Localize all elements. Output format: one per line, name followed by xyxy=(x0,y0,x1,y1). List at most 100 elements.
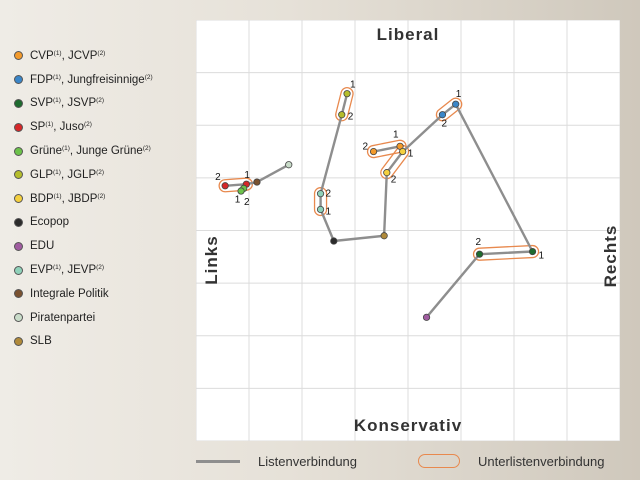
legend: CVP(1), JCVP(2) FDP(1), Jungfreisinnige(2… xyxy=(14,44,196,353)
point-label: 1 xyxy=(539,251,545,262)
point-label: 2 xyxy=(441,119,447,130)
list-connection-line xyxy=(225,163,290,187)
data-point xyxy=(369,147,378,156)
legend-label-sup: (1) xyxy=(53,168,61,176)
legend-label-sup: (2) xyxy=(96,168,105,176)
point-label: 1 xyxy=(408,149,414,160)
point-label: 2 xyxy=(391,175,397,186)
data-point xyxy=(285,161,293,169)
point-label: 1 xyxy=(350,80,356,91)
data-point xyxy=(452,100,460,108)
footer-legend: Listenverbindung Unterlistenverbindung xyxy=(196,448,636,474)
legend-item: EVP(1), JEVP(2) xyxy=(14,258,196,282)
data-point xyxy=(528,247,537,256)
sublist-pill xyxy=(472,244,540,261)
point-label: 1 xyxy=(244,170,250,181)
data-point xyxy=(330,237,338,245)
point-label: 2 xyxy=(215,172,221,183)
axis-label-bottom: Konservativ xyxy=(353,416,463,435)
legend-dot xyxy=(14,336,23,346)
legend-label-text: SP xyxy=(30,121,46,134)
legend-item: GLP(1), JGLP(2) xyxy=(14,163,196,187)
legend-dot xyxy=(14,313,23,323)
legend-item: BDP(1), JBDP(2) xyxy=(14,187,196,211)
sublist-connection-swatch xyxy=(418,454,460,468)
legend-label-text: CVP xyxy=(30,49,54,62)
legend-label: GLP(1), JGLP(2) xyxy=(30,169,104,181)
axis-label-left: Links xyxy=(202,235,221,285)
legend-label: Piratenpartei xyxy=(30,312,95,324)
legend-label-text: FDP xyxy=(30,73,53,86)
legend-dot xyxy=(14,289,23,299)
legend-label-text: Grüne xyxy=(30,145,62,158)
sublist-pill xyxy=(366,139,407,159)
legend-label-sup: (2) xyxy=(96,97,105,105)
legend-label: SP(1), Juso(2) xyxy=(30,121,92,133)
footer-item-line: Listenverbindung xyxy=(196,448,357,474)
legend-label-text: EVP xyxy=(30,264,54,277)
legend-item: SLB xyxy=(14,330,196,354)
legend-label-text: , JCVP xyxy=(61,49,98,62)
legend-label-text: BDP xyxy=(30,192,54,205)
legend-label-text: , Junge Grüne xyxy=(69,145,143,158)
legend-label-text: SLB xyxy=(30,335,52,348)
legend-label-sup: (1) xyxy=(53,264,61,272)
legend-label-text: Integrale Politik xyxy=(30,287,109,300)
data-point xyxy=(475,250,484,258)
legend-label-sup: (1) xyxy=(61,145,70,153)
legend-item: SVP(1), JSVP(2) xyxy=(14,92,196,116)
data-point xyxy=(383,169,391,177)
data-point xyxy=(338,111,346,119)
legend-dot xyxy=(14,170,23,180)
legend-label-sup: (1) xyxy=(45,121,54,129)
legend-label-sup: (1) xyxy=(53,73,61,81)
point-label: 2 xyxy=(244,197,250,208)
legend-dot xyxy=(14,51,23,61)
legend-label-sup: (2) xyxy=(142,145,151,153)
legend-label-sup: (2) xyxy=(144,73,153,81)
legend-label: Integrale Politik xyxy=(30,288,109,300)
legend-dot xyxy=(14,265,23,275)
point-label: 1 xyxy=(393,129,399,140)
legend-dot xyxy=(14,241,23,251)
legend-item: Piratenpartei xyxy=(14,306,196,330)
legend-label-sup: (2) xyxy=(96,264,105,272)
legend-label: Ecopop xyxy=(30,216,69,228)
legend-label: FDP(1), Jungfreisinnige(2) xyxy=(30,74,153,86)
point-label: 1 xyxy=(456,89,462,100)
legend-label: EVP(1), JEVP(2) xyxy=(30,264,104,276)
legend-label-text: , JEVP xyxy=(60,264,97,277)
legend-label-sup: (2) xyxy=(97,192,106,200)
legend-label-sup: (1) xyxy=(53,49,62,57)
legend-item: Integrale Politik xyxy=(14,282,196,306)
data-point xyxy=(343,90,351,98)
legend-label-sup: (1) xyxy=(53,192,62,200)
point-label: 1 xyxy=(235,194,241,205)
point-label: 2 xyxy=(476,237,482,248)
legend-label-text: GLP xyxy=(30,168,54,181)
legend-dot xyxy=(14,217,23,227)
legend-label-text: , Jungfreisinnige xyxy=(60,73,145,86)
legend-label-text: SVP xyxy=(30,97,54,110)
footer-pill-label: Unterlistenverbindung xyxy=(478,453,605,469)
legend-dot xyxy=(14,98,23,108)
legend-label: CVP(1), JCVP(2) xyxy=(30,50,105,62)
legend-dot xyxy=(14,194,23,204)
legend-dot xyxy=(14,146,23,156)
legend-dot xyxy=(14,122,23,132)
legend-label-text: Piratenpartei xyxy=(30,311,96,324)
point-label: 1 xyxy=(326,206,332,217)
legend-label-text: Ecopop xyxy=(30,216,70,229)
point-label: 2 xyxy=(348,112,354,123)
list-connection-line xyxy=(401,102,534,319)
legend-label-sup: (2) xyxy=(97,49,106,57)
legend-label-sup: (1) xyxy=(53,97,61,105)
data-point xyxy=(438,111,447,119)
point-label: 2 xyxy=(363,142,369,153)
legend-label-text: , JGLP xyxy=(60,168,97,181)
legend-label-sup: (2) xyxy=(83,121,92,129)
legend-label: BDP(1), JBDP(2) xyxy=(30,193,105,205)
data-point xyxy=(399,147,407,156)
